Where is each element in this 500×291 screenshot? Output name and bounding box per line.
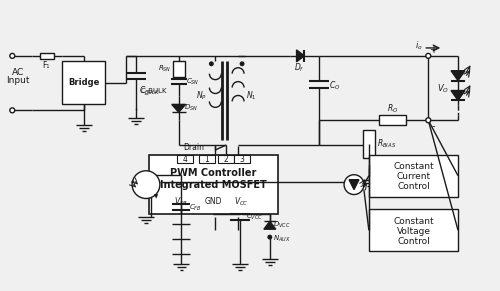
Bar bbox=[40, 53, 54, 59]
Text: ▼: ▼ bbox=[154, 194, 158, 199]
Text: $C_O$: $C_O$ bbox=[328, 79, 340, 92]
Text: C_BULK: C_BULK bbox=[140, 87, 167, 94]
Text: Input: Input bbox=[6, 76, 30, 85]
Circle shape bbox=[426, 118, 431, 123]
Circle shape bbox=[426, 53, 431, 58]
Bar bbox=[199, 155, 215, 163]
Text: Constant: Constant bbox=[393, 217, 434, 226]
Bar bbox=[62, 61, 106, 104]
Bar bbox=[369, 155, 458, 196]
Polygon shape bbox=[264, 221, 276, 229]
Text: 3: 3 bbox=[239, 155, 244, 164]
Bar bbox=[218, 155, 234, 163]
Bar bbox=[172, 61, 184, 77]
Text: AC: AC bbox=[12, 68, 24, 77]
Text: F₁: F₁ bbox=[42, 61, 50, 70]
Bar bbox=[234, 155, 250, 163]
Text: $C_{BULK}$: $C_{BULK}$ bbox=[139, 84, 161, 97]
Text: $N_P$: $N_P$ bbox=[196, 89, 207, 102]
Text: $V_{FB}$: $V_{FB}$ bbox=[174, 195, 188, 208]
Text: 4: 4 bbox=[182, 155, 188, 164]
Circle shape bbox=[10, 53, 15, 58]
Text: $V_{CC}$: $V_{CC}$ bbox=[234, 195, 249, 208]
Polygon shape bbox=[349, 180, 359, 189]
Text: $N_1$: $N_1$ bbox=[246, 89, 256, 102]
Circle shape bbox=[10, 108, 15, 113]
Circle shape bbox=[132, 171, 160, 198]
Text: $i_o$: $i_o$ bbox=[414, 40, 422, 52]
Text: Drain: Drain bbox=[184, 143, 204, 152]
Text: 1: 1 bbox=[204, 155, 210, 164]
Circle shape bbox=[240, 61, 244, 66]
Bar bbox=[369, 210, 458, 251]
Text: -: - bbox=[432, 121, 435, 131]
Bar bbox=[363, 130, 375, 158]
Text: $V_O$: $V_O$ bbox=[437, 82, 449, 95]
Text: Constant: Constant bbox=[393, 162, 434, 171]
Bar bbox=[379, 115, 406, 125]
Circle shape bbox=[344, 175, 364, 194]
Text: $D_{SN}$: $D_{SN}$ bbox=[184, 103, 198, 113]
Polygon shape bbox=[451, 91, 465, 100]
Text: $N_{AUX}$: $N_{AUX}$ bbox=[273, 234, 290, 244]
Text: $D_{VCC}$: $D_{VCC}$ bbox=[273, 220, 290, 230]
Text: $R_{BIAS}$: $R_{BIAS}$ bbox=[377, 138, 396, 150]
Text: Voltage: Voltage bbox=[396, 227, 430, 236]
Text: 2: 2 bbox=[224, 155, 228, 164]
Text: PWM Controller: PWM Controller bbox=[170, 168, 256, 178]
Bar bbox=[149, 155, 278, 214]
Text: $R_{SN}$: $R_{SN}$ bbox=[158, 64, 172, 74]
Text: Integrated MOSFET: Integrated MOSFET bbox=[160, 180, 266, 190]
Text: $C_{VCC}$: $C_{VCC}$ bbox=[246, 212, 264, 222]
Polygon shape bbox=[296, 50, 304, 62]
Text: Current: Current bbox=[396, 172, 430, 181]
Text: $R_O$: $R_O$ bbox=[387, 102, 398, 115]
Bar bbox=[177, 155, 193, 163]
Circle shape bbox=[209, 61, 214, 66]
Circle shape bbox=[268, 235, 272, 239]
Text: Control: Control bbox=[397, 237, 430, 246]
Text: $C_{FB}$: $C_{FB}$ bbox=[189, 202, 202, 212]
Text: $D_f$: $D_f$ bbox=[294, 61, 304, 74]
Text: $C_{SN}$: $C_{SN}$ bbox=[186, 77, 200, 87]
Text: Control: Control bbox=[397, 182, 430, 191]
Polygon shape bbox=[172, 104, 186, 112]
Text: Bridge: Bridge bbox=[68, 78, 100, 87]
Polygon shape bbox=[451, 71, 465, 81]
Text: +: + bbox=[429, 45, 437, 55]
Text: GND: GND bbox=[204, 197, 222, 206]
